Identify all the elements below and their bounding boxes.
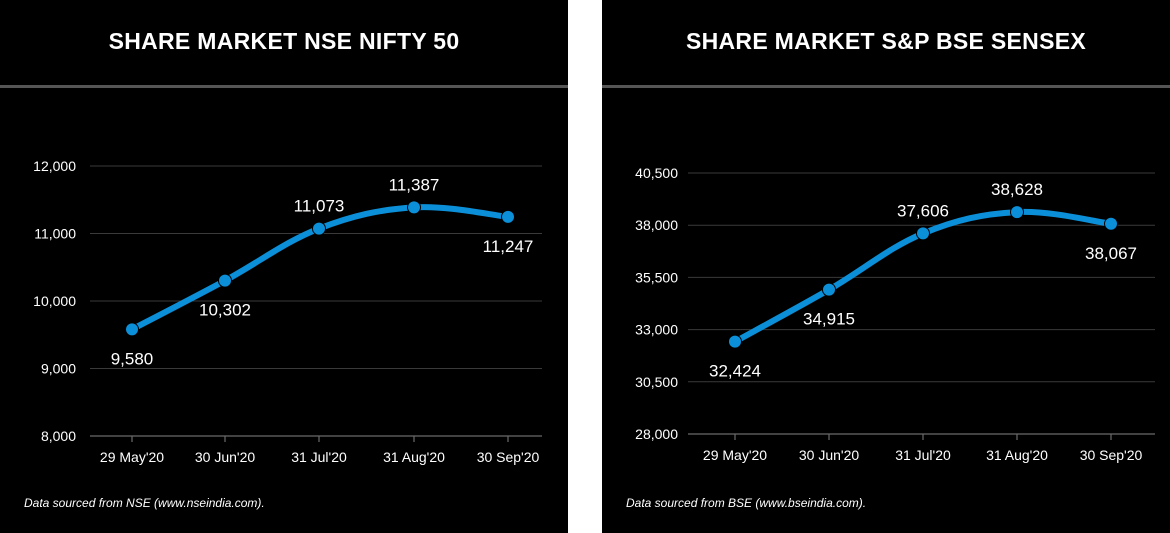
sensex-title-divider [602,85,1170,88]
nifty-panel: SHARE MARKET NSE NIFTY 50 8,000 9,000 10,0… [0,0,568,533]
sensex-data-label: 38,067 [1085,244,1137,263]
sensex-data-point [1104,216,1118,231]
sensex-x-tick-label: 31 Aug'20 [986,447,1048,463]
nifty-source-note: Data sourced from NSE (www.nseindia.com)… [24,496,265,510]
sensex-data-point [728,334,742,349]
sensex-panel: SHARE MARKET S&P BSE SENSEX 28,000 30,500… [602,0,1170,533]
sensex-y-tick-label: 40,500 [635,165,678,181]
nifty-chart-title: SHARE MARKET NSE NIFTY 50 [108,28,460,54]
sensex-y-tick-label: 30,500 [635,374,678,390]
sensex-data-label: 38,628 [991,180,1043,199]
nifty-data-point [218,273,232,288]
nifty-y-tick-label: 11,000 [34,226,76,242]
nifty-data-label: 11,073 [294,197,345,216]
nifty-line-chart: 8,000 9,000 10,000 11,000 12,000 29 May'20 30 … [33,158,542,465]
sensex-chart-title: SHARE MARKET S&P BSE SENSEX [685,28,1087,54]
sensex-y-tick-label: 33,000 [635,322,678,338]
nifty-y-tick-label: 10,000 [33,293,76,309]
nifty-data-label: 11,387 [389,175,440,194]
nifty-data-point [312,221,326,236]
nifty-data-point [501,209,515,224]
nifty-data-label: 11,247 [483,237,534,256]
sensex-x-tick-label: 30 Sep'20 [1080,447,1143,463]
nifty-title-divider [0,85,568,88]
nifty-data-label: 9,580 [111,349,154,368]
sensex-y-tick-label: 35,500 [635,269,678,285]
nifty-x-tick-label: 30 Sep'20 [477,449,540,465]
nifty-y-tick-label: 8,000 [41,428,76,444]
sensex-source-note: Data sourced from BSE (www.bseindia.com)… [626,496,867,510]
sensex-y-tick-label: 38,000 [635,217,678,233]
sensex-y-tick-label: 28,000 [635,426,678,442]
nifty-x-tick-label: 31 Jul'20 [291,449,347,465]
nifty-x-tick-label: 30 Jun'20 [195,449,255,465]
nifty-x-tick-label: 31 Aug'20 [383,449,445,465]
sensex-data-point [822,282,836,297]
sensex-line-chart: 28,000 30,500 33,000 35,500 38,000 40,500 29 M… [635,165,1155,463]
sensex-data-point [1010,205,1024,220]
sensex-data-label: 32,424 [709,362,761,381]
sensex-x-tick-label: 31 Jul'20 [895,447,951,463]
nifty-x-tick-label: 29 May'20 [100,449,164,465]
nifty-data-point [125,322,139,337]
sensex-data-label: 37,606 [897,201,949,220]
sensex-x-tick-label: 29 May'20 [703,447,767,463]
nifty-data-label: 10,302 [199,301,251,320]
nifty-data-point [407,200,421,215]
nifty-y-tick-label: 9,000 [41,361,76,377]
nifty-y-tick-label: 12,000 [33,158,76,174]
sensex-data-label: 34,915 [803,310,855,329]
sensex-x-tick-label: 30 Jun'20 [799,447,859,463]
sensex-data-point [916,226,930,241]
